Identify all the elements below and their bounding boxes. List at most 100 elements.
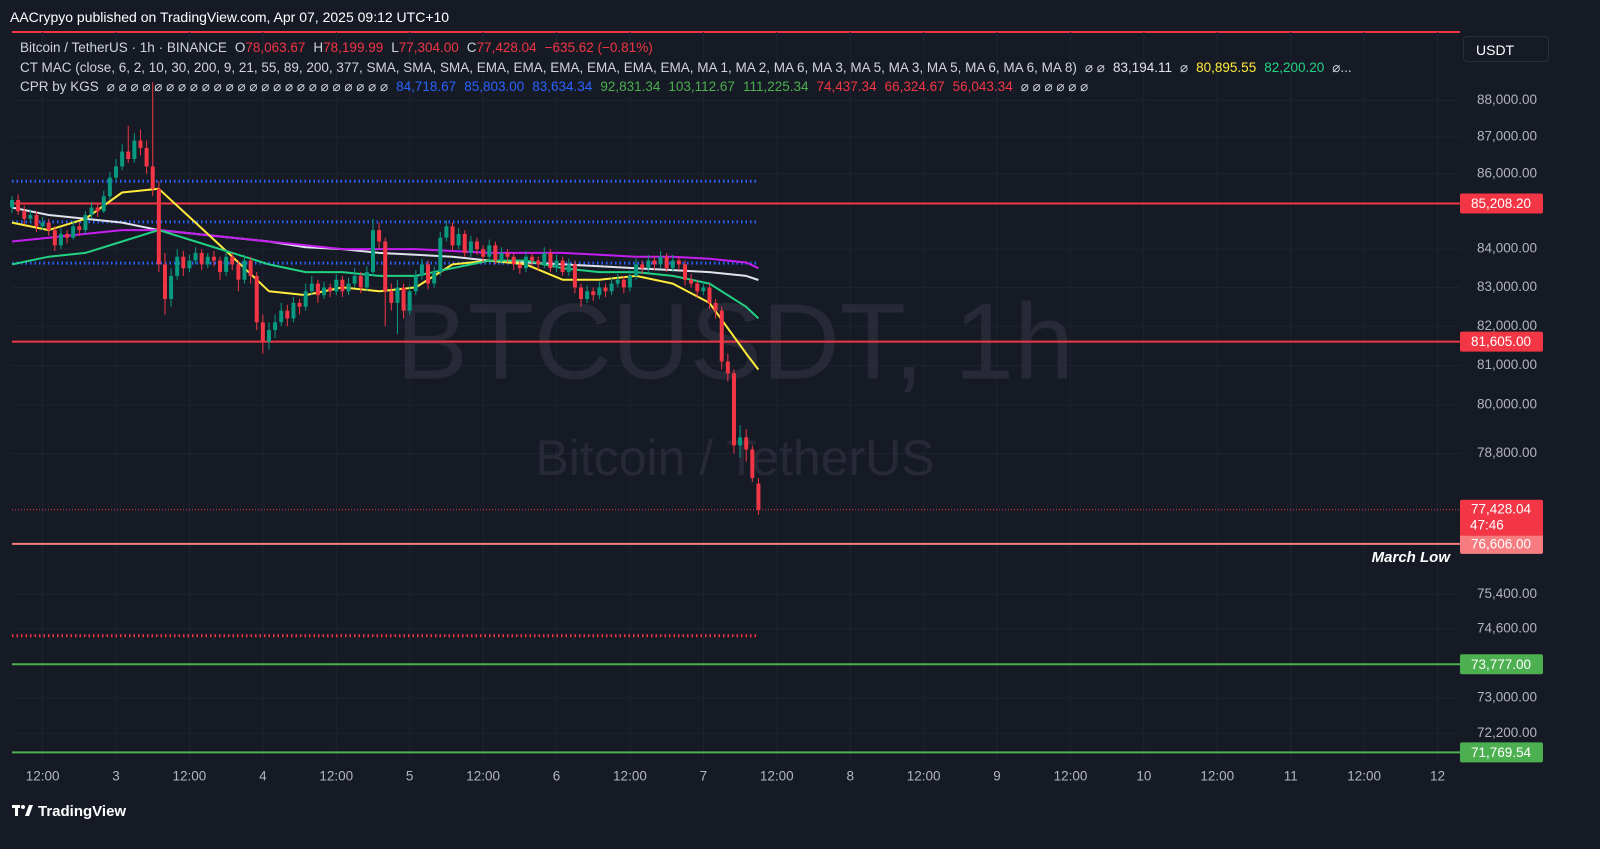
candle-body bbox=[46, 222, 51, 231]
ma-legend-value: ⌀ bbox=[1180, 60, 1189, 75]
candle-body bbox=[591, 291, 596, 296]
legend-cpr: CPR by KGS ⌀ ⌀ ⌀ ⌀ ⌀ ⌀ ⌀ ⌀ ⌀ ⌀ ⌀ ⌀ ⌀ ⌀ ⌀ … bbox=[20, 79, 1093, 95]
ohlc-key: L bbox=[391, 40, 399, 55]
candle-body bbox=[150, 166, 155, 189]
candle-body bbox=[750, 449, 755, 478]
cpr-legend-value: 84,718.67 bbox=[396, 79, 457, 94]
candle-body bbox=[725, 361, 730, 374]
y-tick-label: 75,400.00 bbox=[1477, 586, 1537, 601]
countdown: 47:46 bbox=[1470, 517, 1504, 532]
publisher-line: AACrypyo published on TradingView.com, A… bbox=[10, 9, 450, 25]
candle-body bbox=[597, 287, 602, 296]
ohlc-value: 77,304.00 bbox=[398, 40, 459, 55]
candle-body bbox=[560, 260, 565, 273]
candle-body bbox=[138, 140, 143, 148]
candle-body bbox=[695, 283, 700, 292]
x-tick-label: 12:00 bbox=[907, 769, 941, 784]
cpr-lead: ⌀ ⌀ ⌀ ⌀ ⌀ ⌀ ⌀ ⌀ ⌀ ⌀ ⌀ ⌀ ⌀ ⌀ ⌀ ⌀ ⌀ ⌀ ⌀ ⌀ … bbox=[106, 79, 389, 94]
candle-body bbox=[144, 147, 149, 167]
candle-body bbox=[291, 302, 296, 319]
candle-body bbox=[438, 237, 443, 273]
candle-body bbox=[419, 264, 424, 276]
level-label: 76,606.00 bbox=[1471, 536, 1531, 551]
plot: March Low bbox=[10, 82, 1460, 754]
candle-body bbox=[309, 283, 314, 292]
ma-legend-value: 80,895.55 bbox=[1196, 60, 1257, 75]
level-label-box bbox=[1460, 654, 1543, 675]
candle-body bbox=[572, 264, 577, 288]
candle-body bbox=[664, 256, 669, 269]
candle-body bbox=[132, 140, 137, 160]
candle-body bbox=[676, 260, 681, 265]
y-tick-label: 78,800.00 bbox=[1477, 445, 1537, 460]
currency-button[interactable]: USDT bbox=[1463, 36, 1549, 62]
candle-body bbox=[89, 207, 94, 216]
candle-body bbox=[120, 151, 125, 167]
ohlc-key: H bbox=[313, 40, 324, 55]
candle-body bbox=[346, 283, 351, 292]
candle-body bbox=[511, 256, 516, 265]
candle-body bbox=[370, 230, 375, 273]
cpr-legend-value: 92,831.34 bbox=[600, 79, 661, 94]
x-tick-label: 12 bbox=[1430, 769, 1445, 784]
candle-body bbox=[701, 287, 706, 292]
candle-body bbox=[536, 260, 541, 265]
candle-body bbox=[266, 330, 271, 342]
x-tick-label: 8 bbox=[846, 769, 854, 784]
candle-body bbox=[499, 252, 504, 261]
ma-name: CT MAC (close, 6, 2, 10, 30, 200, 9, 21,… bbox=[20, 60, 1077, 75]
x-tick-label: 5 bbox=[406, 769, 414, 784]
candle-body bbox=[328, 287, 333, 292]
candle-body bbox=[52, 230, 57, 246]
level-label-box bbox=[1460, 193, 1543, 214]
candle-body bbox=[162, 264, 167, 300]
candle-body bbox=[126, 151, 131, 160]
candle-body bbox=[462, 233, 467, 253]
brand: TradingView bbox=[38, 803, 127, 820]
candle-body bbox=[426, 264, 431, 284]
candle-body bbox=[389, 291, 394, 303]
x-tick-label: 12:00 bbox=[173, 769, 207, 784]
candle-body bbox=[450, 226, 455, 246]
ma-lead: ⌀ ⌀ bbox=[1084, 60, 1105, 75]
candle-body bbox=[658, 256, 663, 265]
candle-body bbox=[352, 275, 357, 284]
x-tick-label: 12:00 bbox=[1347, 769, 1381, 784]
candle-body bbox=[542, 252, 547, 265]
candle-body bbox=[224, 256, 229, 273]
current-price-box bbox=[1460, 499, 1543, 536]
x-tick-label: 6 bbox=[553, 769, 561, 784]
level-label-box bbox=[1460, 331, 1543, 352]
ohlc-value: 77,428.04 bbox=[476, 40, 537, 55]
brand-logo bbox=[12, 805, 33, 816]
cpr-legend-value: 56,043.34 bbox=[952, 79, 1013, 94]
candle-body bbox=[83, 215, 88, 231]
y-tick-label: 88,000.00 bbox=[1477, 92, 1537, 107]
candle-body bbox=[230, 256, 235, 265]
candle-body bbox=[16, 199, 21, 212]
candle-body bbox=[383, 241, 388, 292]
candle-body bbox=[707, 287, 712, 303]
y-tick-label: 74,600.00 bbox=[1477, 620, 1537, 635]
candle-body bbox=[432, 272, 437, 284]
candle-body bbox=[474, 241, 479, 250]
y-tick-label: 72,200.00 bbox=[1477, 725, 1537, 740]
x-tick-label: 7 bbox=[700, 769, 708, 784]
y-tick-label: 83,000.00 bbox=[1477, 279, 1537, 294]
candle-body bbox=[114, 166, 119, 178]
x-tick-label: 3 bbox=[112, 769, 120, 784]
candle-body bbox=[364, 272, 369, 288]
candle-body bbox=[517, 264, 522, 269]
candle-body bbox=[175, 256, 180, 276]
candle-body bbox=[187, 260, 192, 269]
candle-body bbox=[713, 302, 718, 311]
candle-body bbox=[58, 233, 63, 246]
candle-body bbox=[77, 226, 82, 231]
ma-legend-value: 82,200.20 bbox=[1264, 60, 1325, 75]
cpr-legend-value: 74,437.34 bbox=[816, 79, 877, 94]
candle-body bbox=[609, 283, 614, 292]
candle-body bbox=[731, 373, 736, 446]
